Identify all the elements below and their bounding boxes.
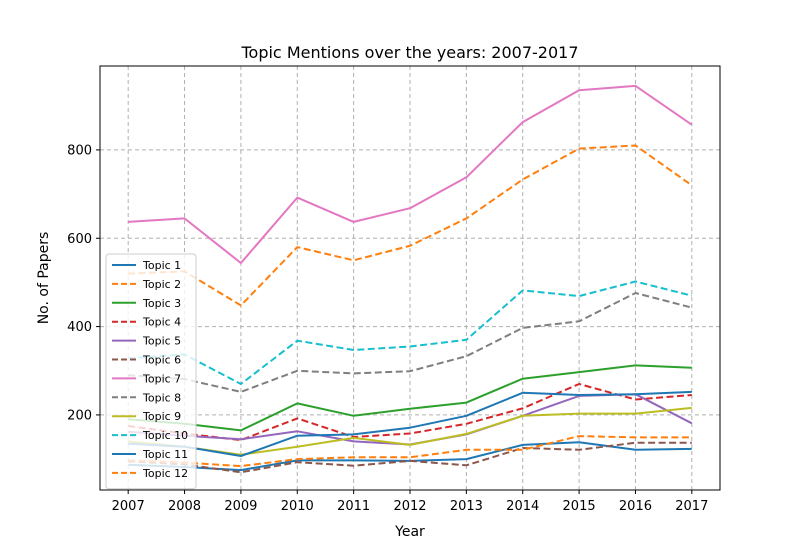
legend-label: Topic 6: [142, 354, 181, 367]
series-line-topic-11: [128, 390, 692, 457]
legend: Topic 1 Topic 2 Topic 3 Topic 4 Topic 5 Topic…: [105, 253, 197, 490]
x-tick-label: 2017: [675, 499, 708, 514]
x-tick-label: 2007: [112, 499, 145, 514]
series-lines: [128, 84, 693, 474]
legend-label: Topic 7: [142, 372, 181, 385]
legend-label: Topic 12: [142, 467, 188, 480]
series-line-topic-7: [128, 84, 693, 264]
series-line-topic-3: [128, 364, 692, 432]
legend-label: Topic 9: [142, 410, 181, 423]
series-line-topic-10: [128, 280, 693, 385]
y-tick-label: 400: [67, 320, 92, 335]
x-tick-label: 2011: [337, 499, 370, 514]
x-tick-label: 2014: [506, 499, 539, 514]
legend-label: Topic 1: [142, 259, 181, 272]
legend-label: Topic 5: [142, 335, 181, 348]
chart-title: Topic Mentions over the years: 2007-2017: [240, 43, 578, 62]
legend-label: Topic 3: [142, 297, 181, 310]
x-tick-label: 2012: [393, 499, 426, 514]
series-line-topic-6: [128, 441, 692, 474]
legend-label: Topic 2: [142, 278, 181, 291]
legend-label: Topic 11: [142, 448, 188, 461]
legend-label: Topic 4: [142, 316, 181, 329]
x-axis-ticks: 2007 2008 2009 2010 2011 2012 2013 2014 2015 2016…: [112, 490, 708, 514]
legend-box: [105, 253, 197, 490]
series-line-topic-2: [128, 144, 693, 307]
series-line-topic-8: [128, 292, 693, 393]
y-tick-label: 600: [67, 232, 92, 247]
x-tick-label: 2008: [168, 499, 201, 514]
y-axis-label: No. of Papers: [36, 232, 52, 325]
x-tick-label: 2013: [450, 499, 483, 514]
x-tick-label: 2010: [281, 499, 314, 514]
x-axis-label: Year: [394, 524, 425, 540]
y-tick-label: 200: [67, 408, 92, 423]
y-axis-ticks: 200 400 600 800: [67, 143, 100, 423]
y-tick-label: 800: [67, 143, 92, 158]
grid: [100, 66, 720, 490]
x-tick-label: 2016: [619, 499, 652, 514]
x-tick-label: 2009: [224, 499, 257, 514]
x-tick-label: 2015: [563, 499, 596, 514]
legend-label: Topic 10: [142, 429, 188, 442]
legend-label: Topic 8: [142, 391, 181, 404]
